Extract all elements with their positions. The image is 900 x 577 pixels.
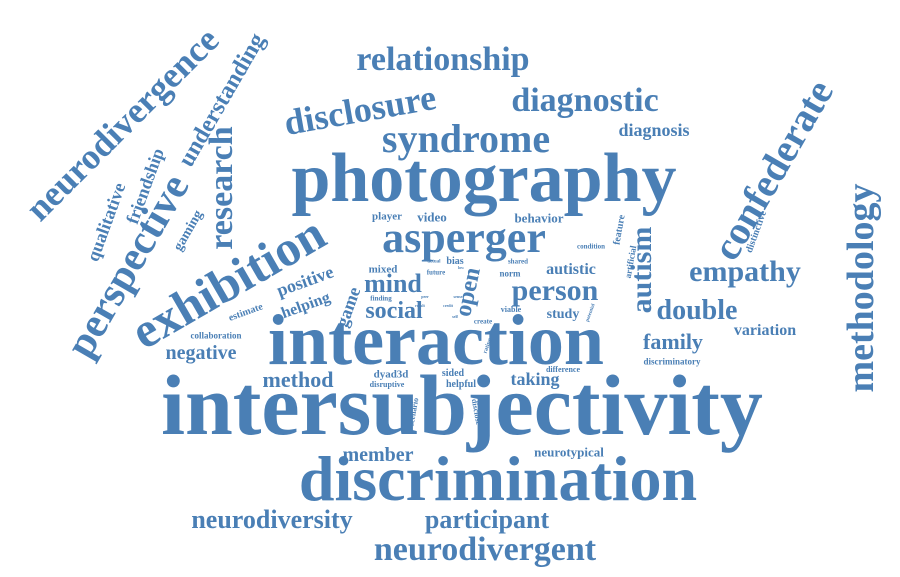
word: interaction <box>268 300 604 380</box>
word: neurodivergent <box>373 531 597 568</box>
word: asperger <box>382 213 546 262</box>
word: collaboration <box>190 330 242 341</box>
word: syndrome <box>381 116 551 161</box>
word: mind <box>364 269 422 298</box>
word: future <box>426 268 446 277</box>
word: person <box>511 274 599 307</box>
word: discrimination <box>298 443 698 514</box>
word: negative <box>165 342 237 364</box>
word: video <box>417 209 447 225</box>
word: condition <box>576 242 606 251</box>
word: mixed <box>368 263 398 276</box>
word: create <box>473 317 493 326</box>
word: relationship <box>356 41 530 78</box>
word: diagnosis <box>618 120 690 140</box>
word: double <box>656 295 738 326</box>
word: intersubjectivity <box>161 357 763 453</box>
word: disruptive <box>369 380 405 389</box>
word: sense <box>453 294 463 299</box>
word: viable <box>500 305 522 314</box>
word: norm <box>499 268 521 279</box>
word: family <box>643 329 703 354</box>
word: autistic <box>546 261 596 278</box>
word: variation <box>733 322 797 339</box>
word: study <box>546 307 580 322</box>
word: peer <box>421 294 429 299</box>
word: empathy <box>689 255 801 288</box>
word: taking <box>510 369 560 389</box>
word: dyad3d <box>373 368 409 381</box>
word: sided <box>441 368 465 379</box>
word: bias <box>446 256 464 267</box>
word: neurodiversity <box>191 505 353 534</box>
word: self <box>452 314 458 319</box>
word: finding <box>370 294 392 303</box>
word: difference <box>545 365 581 374</box>
word: low <box>458 265 464 270</box>
word: social <box>365 298 423 324</box>
word: methodology <box>840 183 882 393</box>
word: shared <box>507 257 529 266</box>
word: credit <box>443 303 453 308</box>
word: discriminatory <box>643 356 701 367</box>
word: neurotypical <box>534 444 604 460</box>
word: player <box>372 210 402 223</box>
word: photography <box>291 140 677 217</box>
word: member <box>342 444 414 466</box>
word: behavior <box>514 210 564 226</box>
word: diagnostic <box>511 82 659 119</box>
word: helpful <box>445 379 477 390</box>
word: actual <box>427 259 441 265</box>
word: participant <box>424 505 550 534</box>
word: confederate <box>703 71 843 268</box>
word: result <box>415 303 425 308</box>
word: method <box>262 367 334 392</box>
